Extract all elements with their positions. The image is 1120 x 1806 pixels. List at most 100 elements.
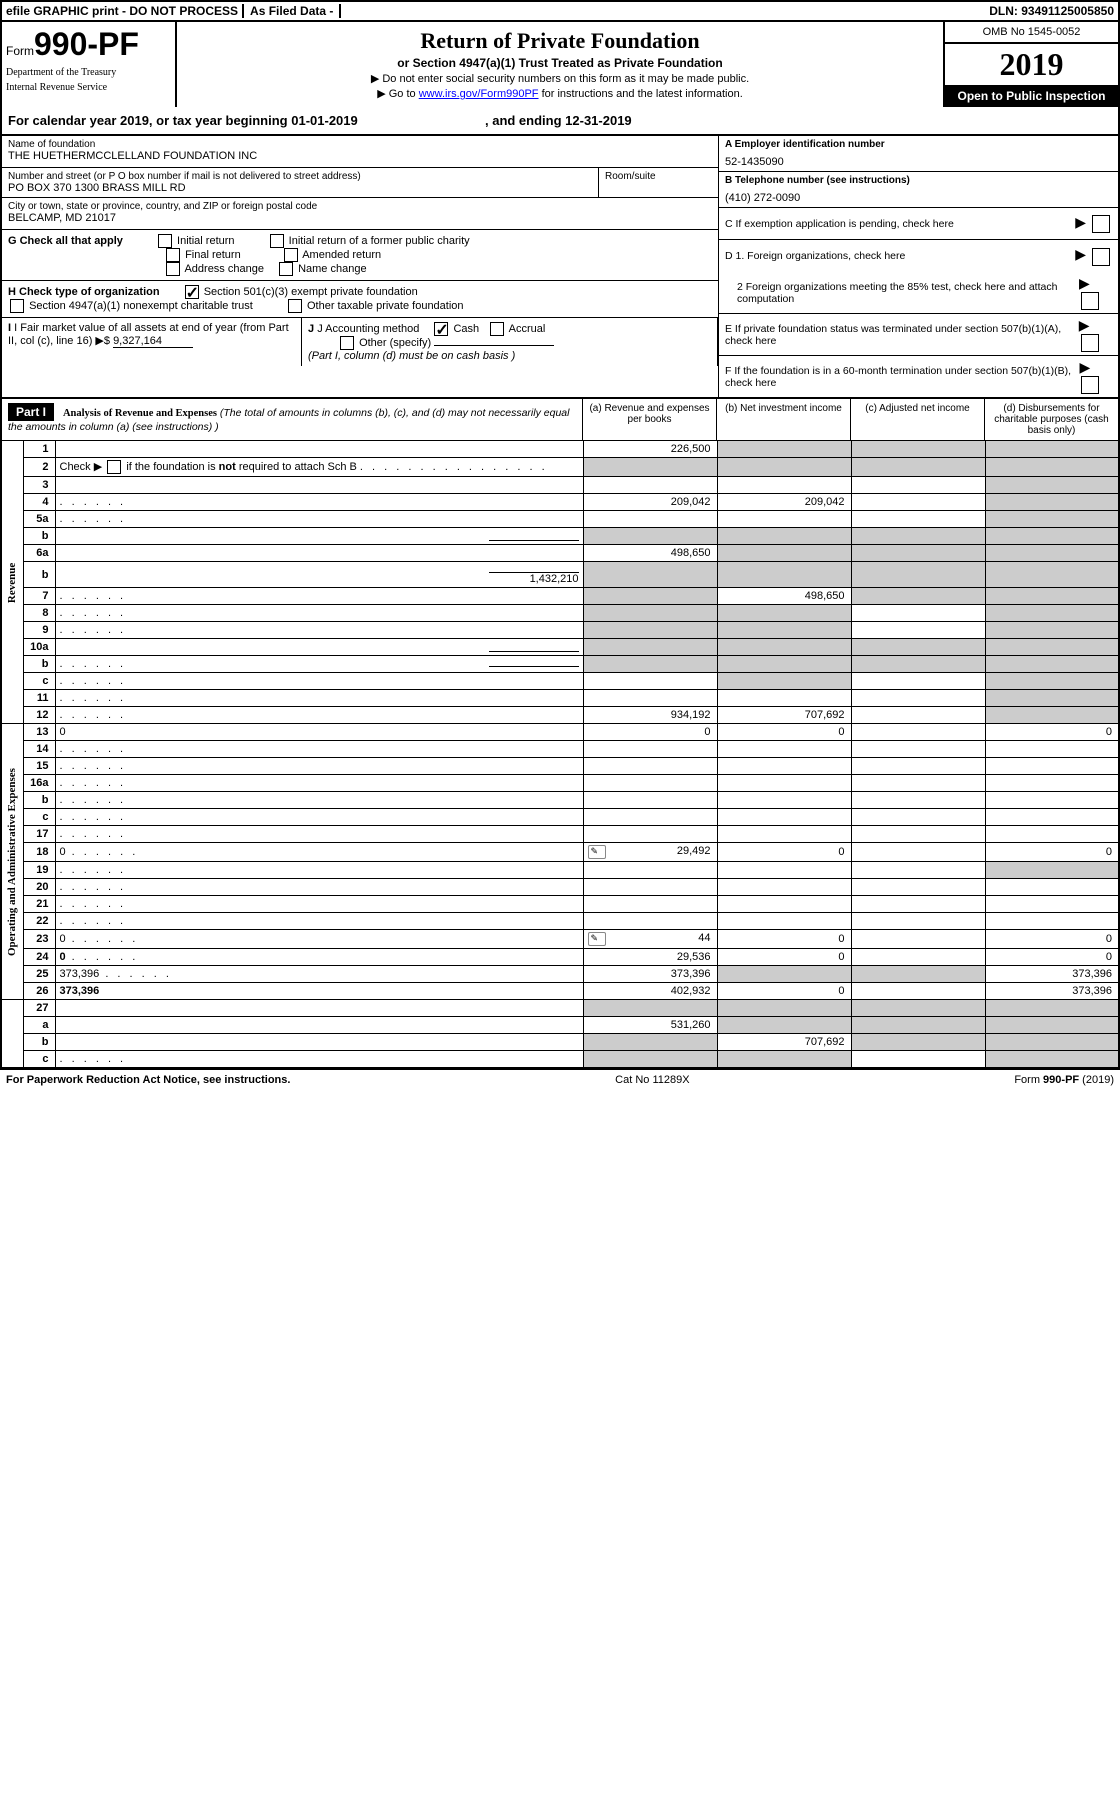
value-cell-c <box>851 966 985 983</box>
value-cell-b <box>717 1051 851 1069</box>
part1-table: Revenue1226,5002Check ▶ if the foundatio… <box>0 440 1120 1069</box>
value-cell-b <box>717 528 851 545</box>
checkbox-name-change[interactable] <box>279 262 293 276</box>
value-cell-a: 934,192 <box>583 707 717 724</box>
value-cell-b <box>717 545 851 562</box>
value-cell-b <box>717 826 851 843</box>
value-cell-b <box>717 792 851 809</box>
line-desc: 0 . . . . . . <box>55 949 583 966</box>
value-cell-a <box>583 528 717 545</box>
checkbox-other-method[interactable] <box>340 336 354 350</box>
line-number: 14 <box>23 741 55 758</box>
line-desc: . . . . . . <box>55 913 583 930</box>
attachment-icon[interactable] <box>588 932 606 946</box>
value-cell-a <box>583 673 717 690</box>
checkbox-initial-return[interactable] <box>158 234 172 248</box>
line-number: 10a <box>23 639 55 656</box>
line-desc: . . . . . . <box>55 879 583 896</box>
value-cell-a: 402,932 <box>583 983 717 1000</box>
attachment-icon[interactable] <box>588 845 606 859</box>
value-cell-a <box>583 913 717 930</box>
checkbox-f[interactable] <box>1081 376 1099 394</box>
line-desc <box>55 528 583 545</box>
value-cell-d: 373,396 <box>985 983 1119 1000</box>
checkbox-final-return[interactable] <box>166 248 180 262</box>
table-row: 240 . . . . . .29,53600 <box>1 949 1119 966</box>
value-cell-d <box>985 775 1119 792</box>
checkbox-accrual[interactable] <box>490 322 504 336</box>
checkbox-amended[interactable] <box>284 248 298 262</box>
line-number: a <box>23 1017 55 1034</box>
line-desc <box>55 441 583 458</box>
form-note-1: ▶ Do not enter social security numbers o… <box>187 72 933 85</box>
year-box: OMB No 1545-0052 2019 Open to Public Ins… <box>943 22 1118 107</box>
line-number: c <box>23 1051 55 1069</box>
table-row: 25373,396 . . . . . .373,396373,396 <box>1 966 1119 983</box>
line-desc: . . . . . . <box>55 622 583 639</box>
value-cell-d <box>985 809 1119 826</box>
value-cell-b <box>717 862 851 879</box>
value-cell-c <box>851 949 985 966</box>
line-desc: 0 . . . . . . <box>55 930 583 949</box>
value-cell-d: 0 <box>985 843 1119 862</box>
value-cell-a: 373,396 <box>583 966 717 983</box>
table-row: Operating and Administrative Expenses130… <box>1 724 1119 741</box>
value-cell-b <box>717 562 851 588</box>
checkbox-sch-b[interactable] <box>107 460 121 474</box>
table-row: 12 . . . . . .934,192707,692 <box>1 707 1119 724</box>
line-desc: . . . . . . <box>55 826 583 843</box>
irs-link[interactable]: www.irs.gov/Form990PF <box>419 88 539 100</box>
line-number: 22 <box>23 913 55 930</box>
value-cell-a <box>583 1051 717 1069</box>
checkbox-501c3[interactable] <box>185 285 199 299</box>
form-subtitle: or Section 4947(a)(1) Trust Treated as P… <box>187 56 933 70</box>
checkbox-4947[interactable] <box>10 299 24 313</box>
table-row: c . . . . . . <box>1 1051 1119 1069</box>
line-number: 21 <box>23 896 55 913</box>
line-number: b <box>23 562 55 588</box>
value-cell-b: 0 <box>717 724 851 741</box>
value-cell-c <box>851 896 985 913</box>
value-cell-c <box>851 707 985 724</box>
line-desc: . . . . . . <box>55 758 583 775</box>
checkbox-d1[interactable] <box>1092 248 1110 266</box>
inline-value <box>489 651 579 652</box>
table-row: b . . . . . . <box>1 656 1119 673</box>
value-cell-c <box>851 528 985 545</box>
value-cell-a <box>583 775 717 792</box>
ijk-row: I I Fair market value of all assets at e… <box>2 318 718 366</box>
line-number: 24 <box>23 949 55 966</box>
value-cell-b <box>717 458 851 477</box>
value-cell-c <box>851 1034 985 1051</box>
checkbox-d2[interactable] <box>1081 292 1099 310</box>
line-desc: . . . . . . <box>55 511 583 528</box>
value-cell-d <box>985 1051 1119 1069</box>
checkbox-e[interactable] <box>1081 334 1099 352</box>
g-row: G Check all that apply Initial return In… <box>2 230 718 281</box>
checkbox-other-taxable[interactable] <box>288 299 302 313</box>
line-desc: . . . . . . <box>55 809 583 826</box>
checkbox-cash[interactable] <box>434 322 448 336</box>
col-d-header: (d) Disbursements for charitable purpose… <box>984 399 1118 440</box>
table-row: c . . . . . . <box>1 673 1119 690</box>
value-cell-b <box>717 809 851 826</box>
value-cell-d <box>985 1000 1119 1017</box>
value-cell-c <box>851 511 985 528</box>
checkbox-c[interactable] <box>1092 215 1110 233</box>
line-desc: . . . . . . <box>55 896 583 913</box>
value-cell-b: 707,692 <box>717 1034 851 1051</box>
value-cell-a <box>583 879 717 896</box>
value-cell-a <box>583 896 717 913</box>
value-cell-d <box>985 562 1119 588</box>
form-prefix: Form <box>6 44 34 58</box>
checkbox-initial-former[interactable] <box>270 234 284 248</box>
line-number: b <box>23 792 55 809</box>
value-cell-d <box>985 622 1119 639</box>
form-header: Form990-PF Department of the Treasury In… <box>0 22 1120 107</box>
value-cell-b <box>717 639 851 656</box>
checkbox-address-change[interactable] <box>166 262 180 276</box>
line-desc <box>55 639 583 656</box>
f-60month: F If the foundation is in a 60-month ter… <box>719 356 1118 397</box>
value-cell-a <box>583 605 717 622</box>
value-cell-b: 0 <box>717 843 851 862</box>
